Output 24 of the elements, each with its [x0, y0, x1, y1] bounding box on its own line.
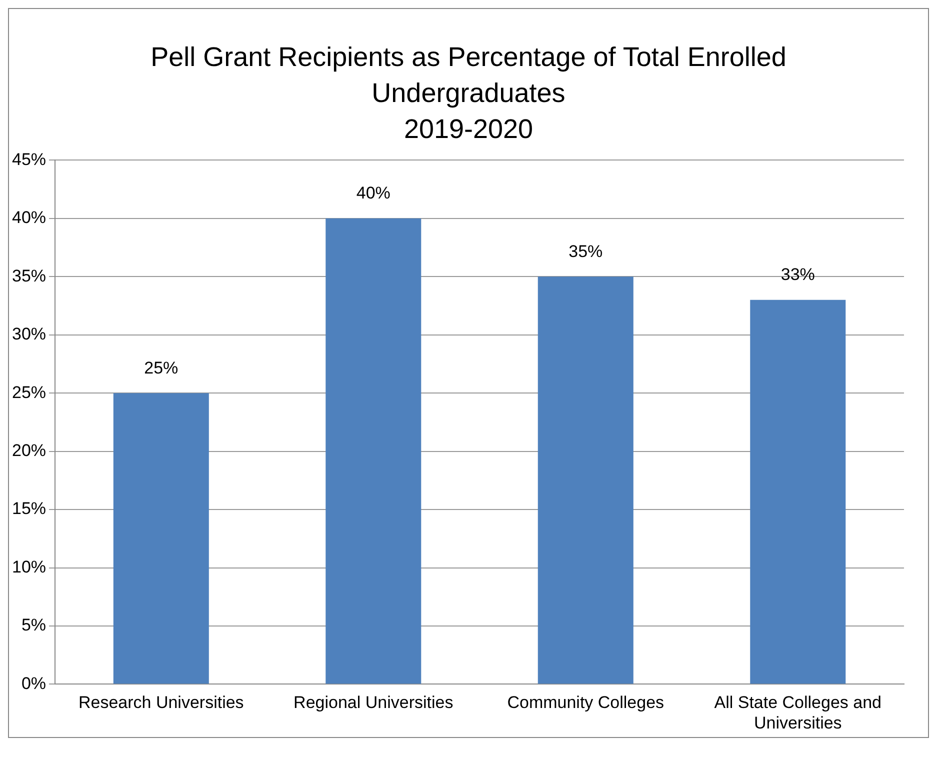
chart-subtitle: 2019-2020 [402, 113, 534, 146]
chart-title: Pell Grant Recipients as Percentage of Total Enrolled Undergraduates [150, 41, 788, 110]
bar [326, 218, 422, 684]
y-tick-label: 25% [12, 382, 46, 402]
data-label: 25% [144, 358, 178, 378]
y-tick-label: 40% [12, 208, 46, 228]
y-tick-label: 10% [12, 557, 46, 576]
y-tick-label: 0% [21, 674, 46, 693]
data-label: 40% [356, 184, 390, 203]
data-label: 35% [568, 242, 603, 261]
x-tick-label: Community Colleges [507, 693, 664, 712]
x-tick-label: Research Universities [78, 693, 244, 712]
bar [113, 393, 209, 684]
y-tick-label: 5% [21, 616, 46, 635]
bar [750, 300, 846, 684]
x-tick-label: All State Colleges and Universities [714, 693, 882, 732]
y-tick-label: 20% [12, 441, 46, 460]
bar [538, 276, 634, 684]
y-tick-label: 30% [12, 324, 46, 344]
y-tick-label: 35% [12, 266, 46, 286]
y-tick-label: 45% [12, 150, 46, 169]
x-tick-label: Regional Universities [294, 693, 454, 712]
y-tick-label: 15% [12, 499, 46, 518]
data-label: 33% [780, 265, 815, 284]
